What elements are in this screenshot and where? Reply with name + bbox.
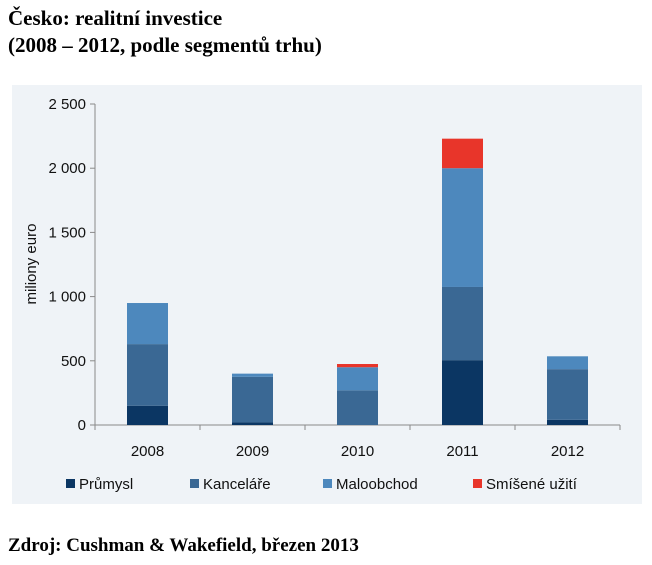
legend-swatch <box>473 479 482 488</box>
bar-segment-2008-0 <box>127 405 168 425</box>
y-tick-label: 1 000 <box>48 289 86 306</box>
legend-label: Kanceláře <box>203 476 271 493</box>
legend-swatch <box>323 479 332 488</box>
legend-label: Maloobchod <box>336 476 418 493</box>
bar-segment-2012-2 <box>547 356 588 370</box>
legend-item: Kanceláře <box>190 476 271 493</box>
x-tick-label: 2009 <box>236 443 269 460</box>
y-axis-label: miliony euro <box>23 224 40 305</box>
bar-segment-2008-2 <box>127 303 168 345</box>
bar-segment-2011-2 <box>442 168 483 287</box>
chart-title-line1: Česko: realitní investice <box>8 6 223 30</box>
bar-segment-2010-2 <box>337 367 378 391</box>
legend-item: Maloobchod <box>323 476 418 493</box>
bar-segment-2009-1 <box>232 376 273 423</box>
legend-item: Průmysl <box>66 476 133 493</box>
y-tick-label: 0 <box>78 417 86 434</box>
legend-item: Smíšené užití <box>473 476 578 493</box>
chart-title-line2: (2008 – 2012, podle segmentů trhu) <box>8 33 322 57</box>
y-tick-label: 1 500 <box>48 224 86 241</box>
bar-segment-2009-0 <box>232 422 273 425</box>
bar-segment-2012-0 <box>547 419 588 425</box>
y-tick-label: 2 500 <box>48 96 86 113</box>
bar-segment-2010-3 <box>337 364 378 368</box>
x-tick-label: 2008 <box>131 443 164 460</box>
bar-segment-2011-1 <box>442 286 483 361</box>
bar-segment-2008-1 <box>127 344 168 406</box>
bar-segment-2010-1 <box>337 390 378 425</box>
x-axis: 2008 2009 2010 2011 2012 <box>94 424 621 460</box>
chart-panel <box>12 85 642 504</box>
x-tick-label: 2010 <box>341 443 374 460</box>
x-tick-label: 2011 <box>446 443 478 460</box>
bar-segment-2011-3 <box>442 138 483 169</box>
y-tick-label: 2 000 <box>48 160 86 177</box>
bar-segment-2012-1 <box>547 369 588 420</box>
bar-segment-2011-0 <box>442 360 483 425</box>
legend-label: Průmysl <box>79 476 133 493</box>
legend-swatch <box>66 479 75 488</box>
bars <box>127 138 588 425</box>
y-axis: 0 500 1 000 1 500 2 000 2 500 <box>48 96 96 434</box>
legend-swatch <box>190 479 199 488</box>
legend-label: Smíšené užití <box>486 476 578 493</box>
source-note: Zdroj: Cushman & Wakefield, březen 2013 <box>8 535 359 556</box>
x-tick-label: 2012 <box>551 443 584 460</box>
bar-segment-2009-2 <box>232 373 273 377</box>
legend: Průmysl Kanceláře Maloobchod Smíšené užití <box>66 476 578 493</box>
y-tick-label: 500 <box>61 353 86 370</box>
